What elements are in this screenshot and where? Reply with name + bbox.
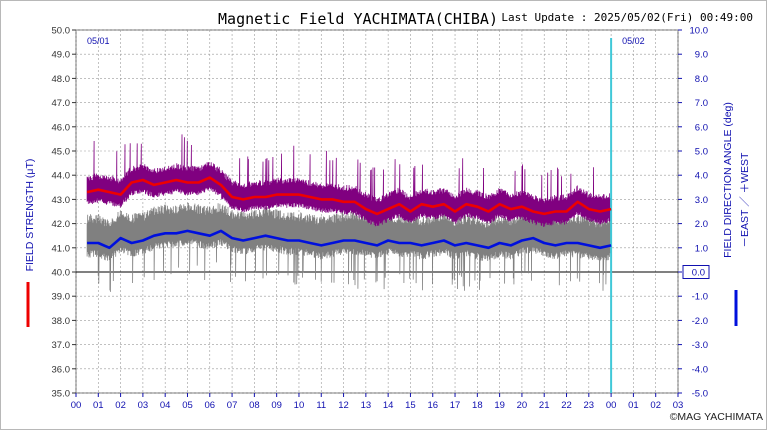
left-tick-label: 39.0 xyxy=(52,292,71,303)
x-tick-label: 07 xyxy=(227,400,238,411)
right-tick-label: 3.0 xyxy=(695,195,708,206)
right-tick-label: -5.0 xyxy=(692,389,708,400)
zero-label-box xyxy=(682,265,710,279)
zero-label: 0.0 xyxy=(692,268,705,279)
x-tick-label: 06 xyxy=(204,400,215,411)
right-tick-label: 8.0 xyxy=(695,74,708,85)
x-axis-ticks: 00 01 02 03 04 05 06 07 08 09 10 11 12 13 14 15 16 17 18 19… xyxy=(71,393,684,411)
x-tick-label: 16 xyxy=(427,400,438,411)
left-tick-label: 49.0 xyxy=(52,50,71,61)
x-tick-label: 08 xyxy=(249,400,260,411)
x-tick-label: 18 xyxy=(472,400,483,411)
left-tick-label: 48.0 xyxy=(52,74,71,85)
series-angle-line xyxy=(87,229,612,250)
left-tick-label: 42.0 xyxy=(52,219,71,230)
x-tick-label: 11 xyxy=(316,400,326,411)
left-axis-label: FIELD STRENGTH (μT) xyxy=(24,159,36,272)
right-axis-sublabel: －EAST ／ ＋WEST xyxy=(739,152,751,247)
right-tick-label: -1.0 xyxy=(692,292,708,303)
right-tick-label: -3.0 xyxy=(692,340,708,351)
left-tick-label: 47.0 xyxy=(52,98,71,109)
left-tick-label: 46.0 xyxy=(52,122,71,133)
right-tick-label: 9.0 xyxy=(695,50,708,61)
x-tick-label: 00 xyxy=(606,400,617,411)
last-update: Last Update : 2025/05/02(Fri) 00:49:00 xyxy=(501,11,753,24)
axis-decorations: 05/01 05/02 FIELD STRENGTH (μT) FIELD DIREC… xyxy=(24,36,751,327)
x-tick-label: 21 xyxy=(539,400,550,411)
left-tick-label: 45.0 xyxy=(52,147,71,158)
day-label: 05/02 xyxy=(622,36,645,46)
x-tick-label: 04 xyxy=(160,400,171,411)
x-tick-label: 13 xyxy=(361,400,372,411)
right-tick-label: 2.0 xyxy=(695,219,708,230)
left-tick-label: 38.0 xyxy=(52,316,71,327)
x-tick-label: 01 xyxy=(628,400,639,411)
right-tick-label: -2.0 xyxy=(692,316,708,327)
left-axis-ticks: 35.0 36.0 37.0 38.0 39.0 40.0 41.0 42.0 43.0 44.0… xyxy=(52,26,76,400)
x-tick-label: 17 xyxy=(450,400,461,411)
x-tick-label: 03 xyxy=(138,400,149,411)
left-tick-label: 35.0 xyxy=(52,389,71,400)
x-tick-label: 12 xyxy=(338,400,349,411)
left-tick-label: 43.0 xyxy=(52,195,71,206)
left-tick-label: 50.0 xyxy=(52,26,71,37)
x-tick-label: 23 xyxy=(584,400,595,411)
x-tick-label: 19 xyxy=(494,400,505,411)
left-tick-label: 36.0 xyxy=(52,364,71,375)
x-tick-label: 01 xyxy=(93,400,104,411)
x-tick-label: 02 xyxy=(115,400,126,411)
left-tick-label: 40.0 xyxy=(52,268,71,279)
raw-signal-traces xyxy=(86,38,613,393)
right-tick-label: -4.0 xyxy=(692,364,708,375)
x-tick-label: 02 xyxy=(650,400,661,411)
series-strength-line xyxy=(86,176,612,216)
strength-raw-trace xyxy=(86,134,612,227)
left-tick-label: 44.0 xyxy=(52,171,71,182)
copyright: ©MAG YACHIMATA xyxy=(670,411,763,423)
angle-raw-trace xyxy=(86,202,612,292)
right-tick-label: 1.0 xyxy=(695,243,708,254)
left-tick-label: 41.0 xyxy=(52,243,71,254)
x-tick-label: 20 xyxy=(517,400,528,411)
x-tick-label: 05 xyxy=(182,400,193,411)
x-tick-label: 10 xyxy=(294,400,305,411)
series-lines xyxy=(86,176,612,250)
day-label: 05/01 xyxy=(87,36,110,46)
right-axis-label: FIELD DIRECTION ANGLE (deg) xyxy=(722,102,734,258)
left-tick-label: 37.0 xyxy=(52,340,71,351)
right-axis-ticks: -5.0 -4.0 -3.0 -2.0 -1.0 1.0 2.0 3.0 4.0 5.0 6.0 7.… xyxy=(678,26,710,400)
x-tick-label: 03 xyxy=(673,400,684,411)
right-tick-label: 4.0 xyxy=(695,171,708,182)
x-tick-label: 00 xyxy=(71,400,82,411)
right-tick-label: 6.0 xyxy=(695,122,708,133)
x-tick-label: 15 xyxy=(405,400,416,411)
right-tick-label: 10.0 xyxy=(690,26,709,37)
right-tick-label: 7.0 xyxy=(695,98,708,109)
x-tick-label: 22 xyxy=(561,400,572,411)
right-tick-label: 5.0 xyxy=(695,147,708,158)
x-tick-label: 14 xyxy=(383,400,394,411)
chart-title: Magnetic Field YACHIMATA(CHIBA) xyxy=(218,10,498,28)
x-tick-label: 09 xyxy=(271,400,282,411)
